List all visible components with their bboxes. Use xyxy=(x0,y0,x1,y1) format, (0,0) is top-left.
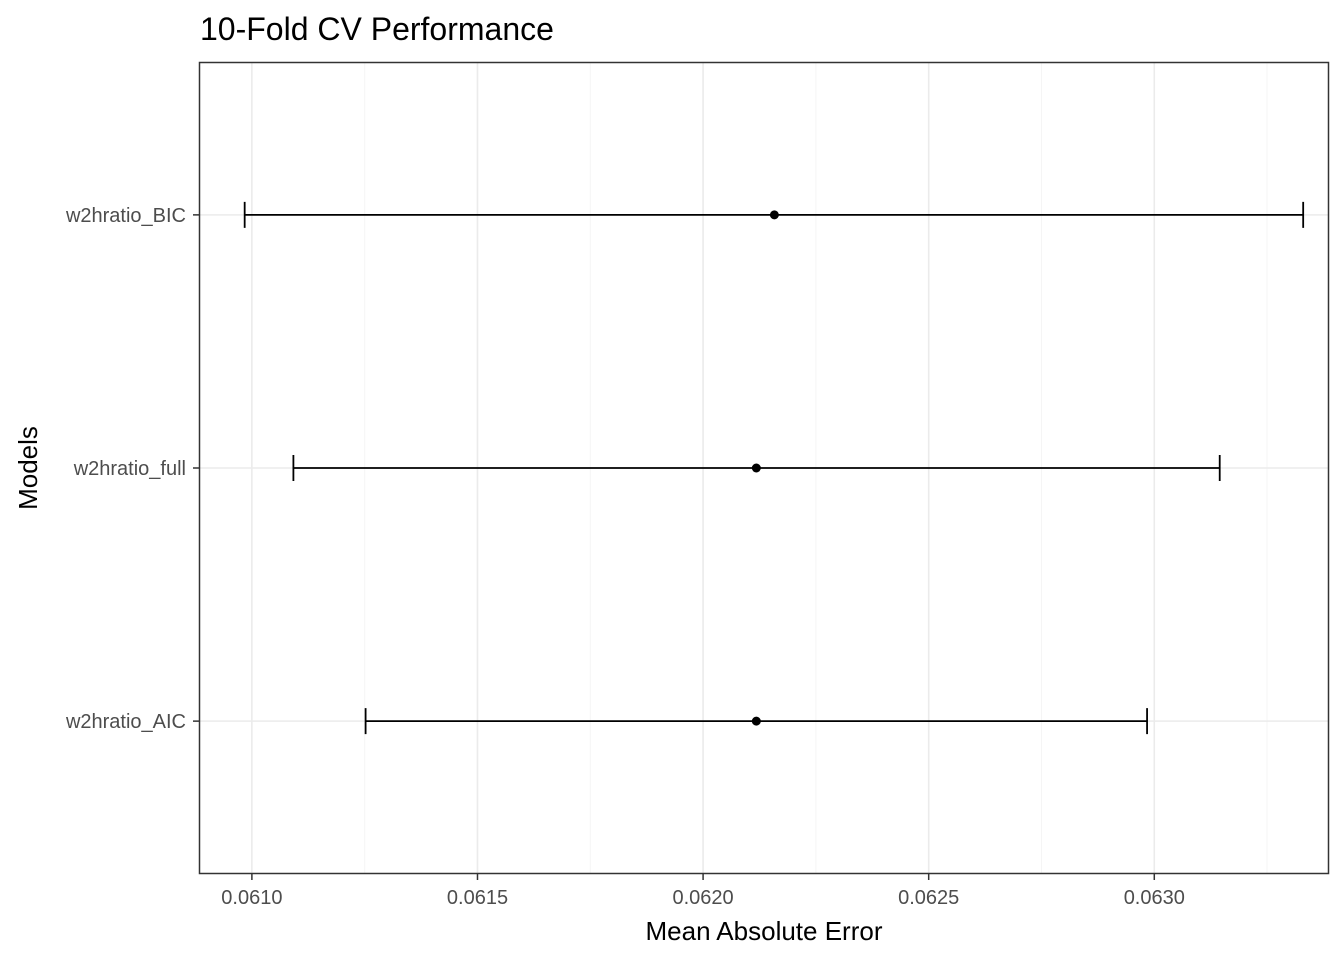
x-tick-label: 0.0630 xyxy=(1124,887,1185,909)
x-tick-label: 0.0620 xyxy=(673,887,734,909)
mean-point xyxy=(751,463,761,473)
y-tick-label: w2hratio_AIC xyxy=(65,711,186,733)
x-tick-label: 0.0615 xyxy=(447,887,508,909)
mean-point xyxy=(769,210,779,220)
x-tick-label: 0.0625 xyxy=(898,887,959,909)
x-tick-label: 0.0610 xyxy=(221,887,282,909)
y-tick-label: w2hratio_full xyxy=(73,458,186,480)
mean-point xyxy=(751,716,761,726)
error-bars xyxy=(243,201,1305,735)
y-tick-label: w2hratio_BIC xyxy=(65,205,186,227)
y-axis-title: Models xyxy=(13,426,43,510)
chart-title: 10-Fold CV Performance xyxy=(200,11,554,47)
axes: 0.0610 0.0615 0.0620 0.0625 0.0630 w2hratio_B… xyxy=(65,205,1185,909)
x-axis-title: Mean Absolute Error xyxy=(645,916,882,946)
